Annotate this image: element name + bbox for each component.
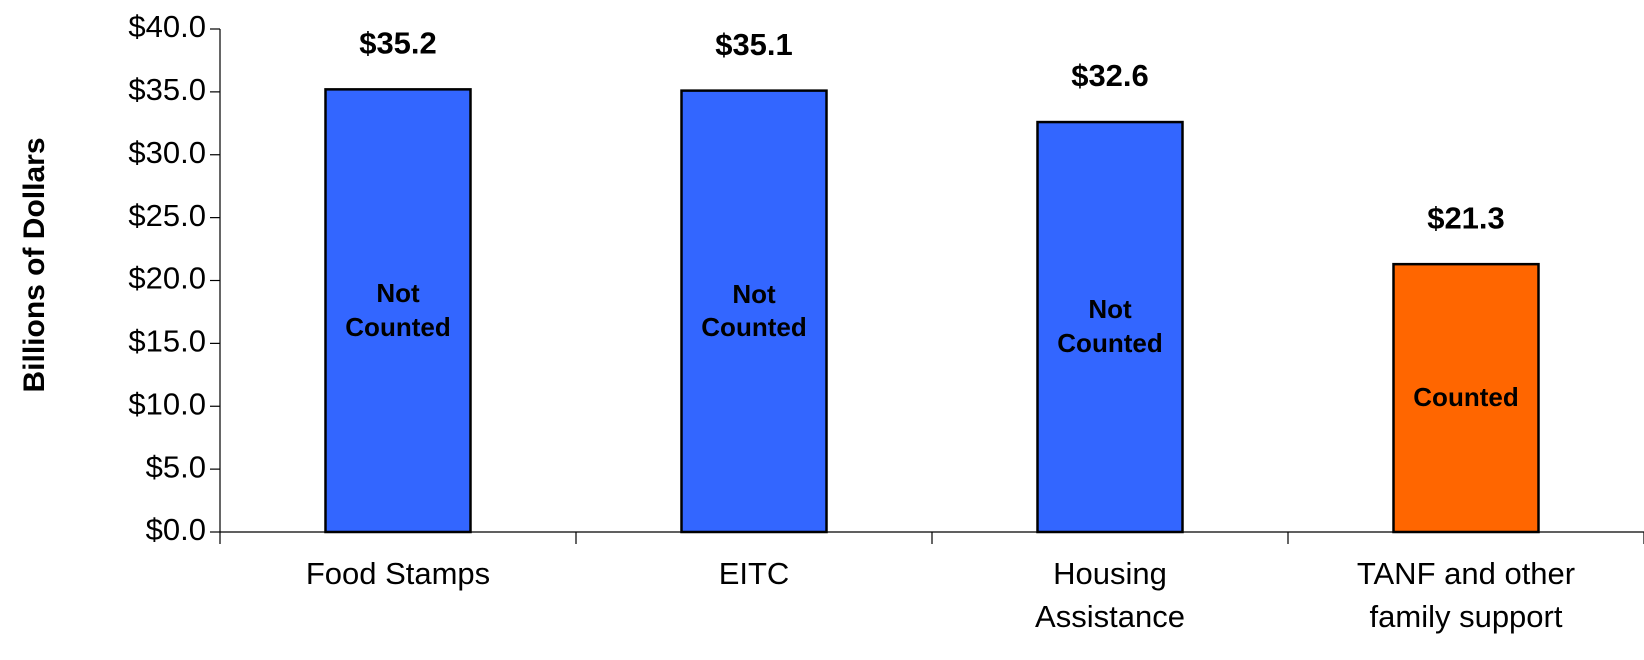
bar-label: Counted [1413, 382, 1519, 413]
y-tick-label: $35.0 [128, 72, 206, 107]
bar-label: Not Counted [701, 278, 807, 343]
y-tick-label: $10.0 [128, 386, 206, 421]
bar-label-box: Not Counted [345, 277, 451, 342]
y-tick-label: $20.0 [128, 261, 206, 296]
y-tick-label: $25.0 [128, 198, 206, 233]
x-tick-label: EITC [718, 556, 790, 591]
x-tick-label-box: TANF and other family support [1356, 556, 1576, 635]
x-tick-label: TANF and other family support [1356, 556, 1576, 635]
y-tick-label: $30.0 [128, 135, 206, 170]
data-label: $32.6 [1071, 58, 1149, 93]
bar [1392, 262, 1540, 534]
x-tick-label-box: Food Stamps [305, 556, 491, 591]
y-tick-label: $5.0 [146, 449, 206, 484]
bar [680, 89, 828, 534]
bar [1036, 120, 1184, 534]
y-tick-label: $40.0 [128, 9, 206, 44]
y-axis-label: Billions of Dollars [18, 137, 51, 392]
y-tick-label: $15.0 [128, 324, 206, 359]
data-label: $35.1 [715, 27, 793, 62]
x-tick-label: Food Stamps [305, 556, 491, 591]
bar-label-box: Not Counted [1057, 294, 1163, 359]
bar [324, 88, 472, 534]
data-label: $21.3 [1427, 200, 1505, 235]
bar-label-box: Not Counted [701, 278, 807, 343]
x-tick-label: Housing Assistance [1035, 556, 1185, 635]
bar-label-box: Counted [1413, 382, 1519, 413]
y-tick-label: $0.0 [146, 512, 206, 547]
x-tick-label-box: EITC [718, 556, 790, 591]
bar-label: Not Counted [1057, 294, 1163, 359]
bar-label: Not Counted [345, 277, 451, 342]
x-tick-label-box: Housing Assistance [1035, 556, 1185, 635]
data-label: $35.2 [359, 26, 437, 61]
